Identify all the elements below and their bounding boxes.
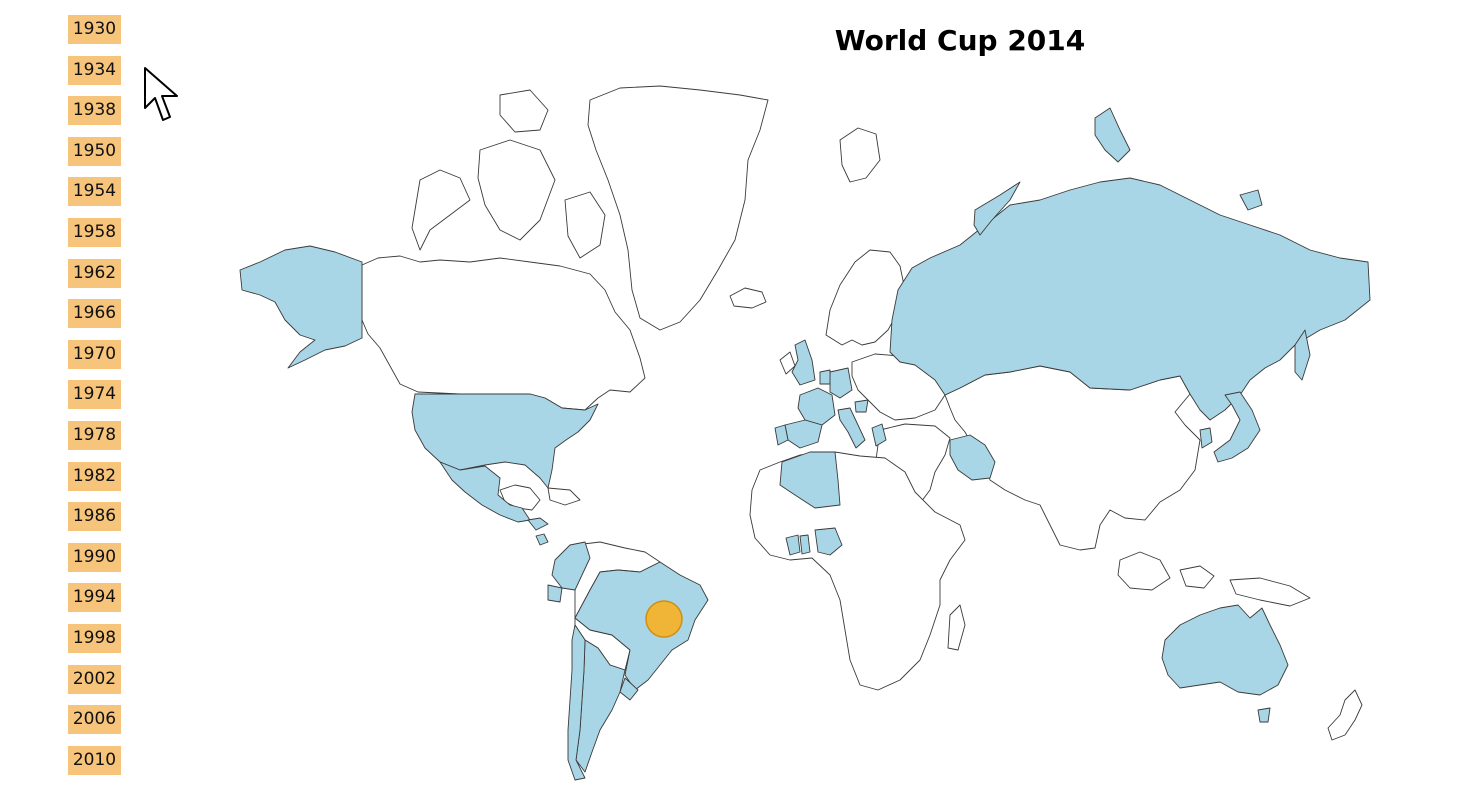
- year-list: 1930 1934 1938 1950 1954 1958 1962 1966 1970 1974…: [68, 15, 121, 786]
- country-canada[interactable]: [361, 255, 646, 411]
- host-marker: [645, 600, 683, 638]
- year-button-2002[interactable]: 2002: [68, 664, 121, 694]
- country-iran[interactable]: [949, 434, 996, 481]
- year-button-1934[interactable]: 1934: [68, 55, 121, 85]
- arrow-pointer-icon: [144, 67, 178, 121]
- country-south-korea[interactable]: [1199, 427, 1213, 449]
- year-button-2010[interactable]: 2010: [68, 745, 121, 775]
- year-button-1970[interactable]: 1970: [68, 339, 121, 369]
- country-ivory-coast[interactable]: [785, 534, 801, 556]
- country-madagascar[interactable]: [947, 604, 966, 651]
- country-russia[interactable]: [889, 177, 1371, 421]
- country-croatia[interactable]: [854, 399, 869, 413]
- country-alaska[interactable]: [239, 245, 363, 369]
- country-spain[interactable]: [784, 419, 823, 449]
- country-england[interactable]: [791, 339, 816, 386]
- year-button-1986[interactable]: 1986: [68, 502, 121, 532]
- novaya-zemlya[interactable]: [973, 181, 1021, 236]
- country-netherlands[interactable]: [819, 369, 831, 385]
- year-button-1966[interactable]: 1966: [68, 299, 121, 329]
- year-button-1998[interactable]: 1998: [68, 623, 121, 653]
- arctic-islands[interactable]: [411, 89, 606, 259]
- year-button-1994[interactable]: 1994: [68, 583, 121, 613]
- year-button-1938[interactable]: 1938: [68, 96, 121, 126]
- country-ecuador[interactable]: [547, 584, 563, 603]
- year-button-1974[interactable]: 1974: [68, 380, 121, 410]
- indonesia[interactable]: [1117, 551, 1311, 607]
- country-japan[interactable]: [1213, 391, 1261, 463]
- africa[interactable]: [749, 451, 966, 691]
- year-button-1990[interactable]: 1990: [68, 542, 121, 572]
- year-button-1962[interactable]: 1962: [68, 258, 121, 288]
- arctic-russia-islands[interactable]: [1094, 107, 1263, 211]
- participating-countries: [239, 107, 1371, 781]
- year-button-1958[interactable]: 1958: [68, 217, 121, 247]
- year-button-1978[interactable]: 1978: [68, 420, 121, 450]
- year-button-1982[interactable]: 1982: [68, 461, 121, 491]
- year-button-1954[interactable]: 1954: [68, 177, 121, 207]
- country-mexico[interactable]: [439, 461, 531, 523]
- country-iceland[interactable]: [729, 287, 767, 309]
- map-title: World Cup 2014: [834, 24, 1086, 57]
- country-chile[interactable]: [567, 624, 586, 781]
- tasmania[interactable]: [1257, 707, 1271, 723]
- country-germany[interactable]: [829, 367, 853, 399]
- country-italy[interactable]: [837, 407, 866, 449]
- country-portugal[interactable]: [774, 424, 789, 446]
- country-france[interactable]: [797, 387, 836, 426]
- country-usa[interactable]: [411, 393, 599, 489]
- year-button-1950[interactable]: 1950: [68, 136, 121, 166]
- year-button-2006[interactable]: 2006: [68, 705, 121, 735]
- country-brazil[interactable]: [574, 561, 709, 691]
- country-algeria[interactable]: [779, 451, 841, 509]
- country-new-zealand[interactable]: [1327, 689, 1363, 741]
- other-countries: [361, 85, 1363, 741]
- country-australia[interactable]: [1161, 604, 1289, 696]
- country-ghana[interactable]: [799, 534, 811, 555]
- country-colombia[interactable]: [551, 541, 591, 591]
- svalbard[interactable]: [839, 127, 881, 183]
- country-costa-rica[interactable]: [535, 533, 549, 546]
- year-button-1930[interactable]: 1930: [68, 15, 121, 44]
- country-uruguay[interactable]: [619, 677, 639, 701]
- country-greece[interactable]: [871, 423, 887, 447]
- country-nigeria[interactable]: [814, 527, 843, 556]
- sakhalin[interactable]: [1294, 329, 1311, 381]
- country-greenland[interactable]: [587, 85, 769, 331]
- country-honduras[interactable]: [527, 517, 549, 531]
